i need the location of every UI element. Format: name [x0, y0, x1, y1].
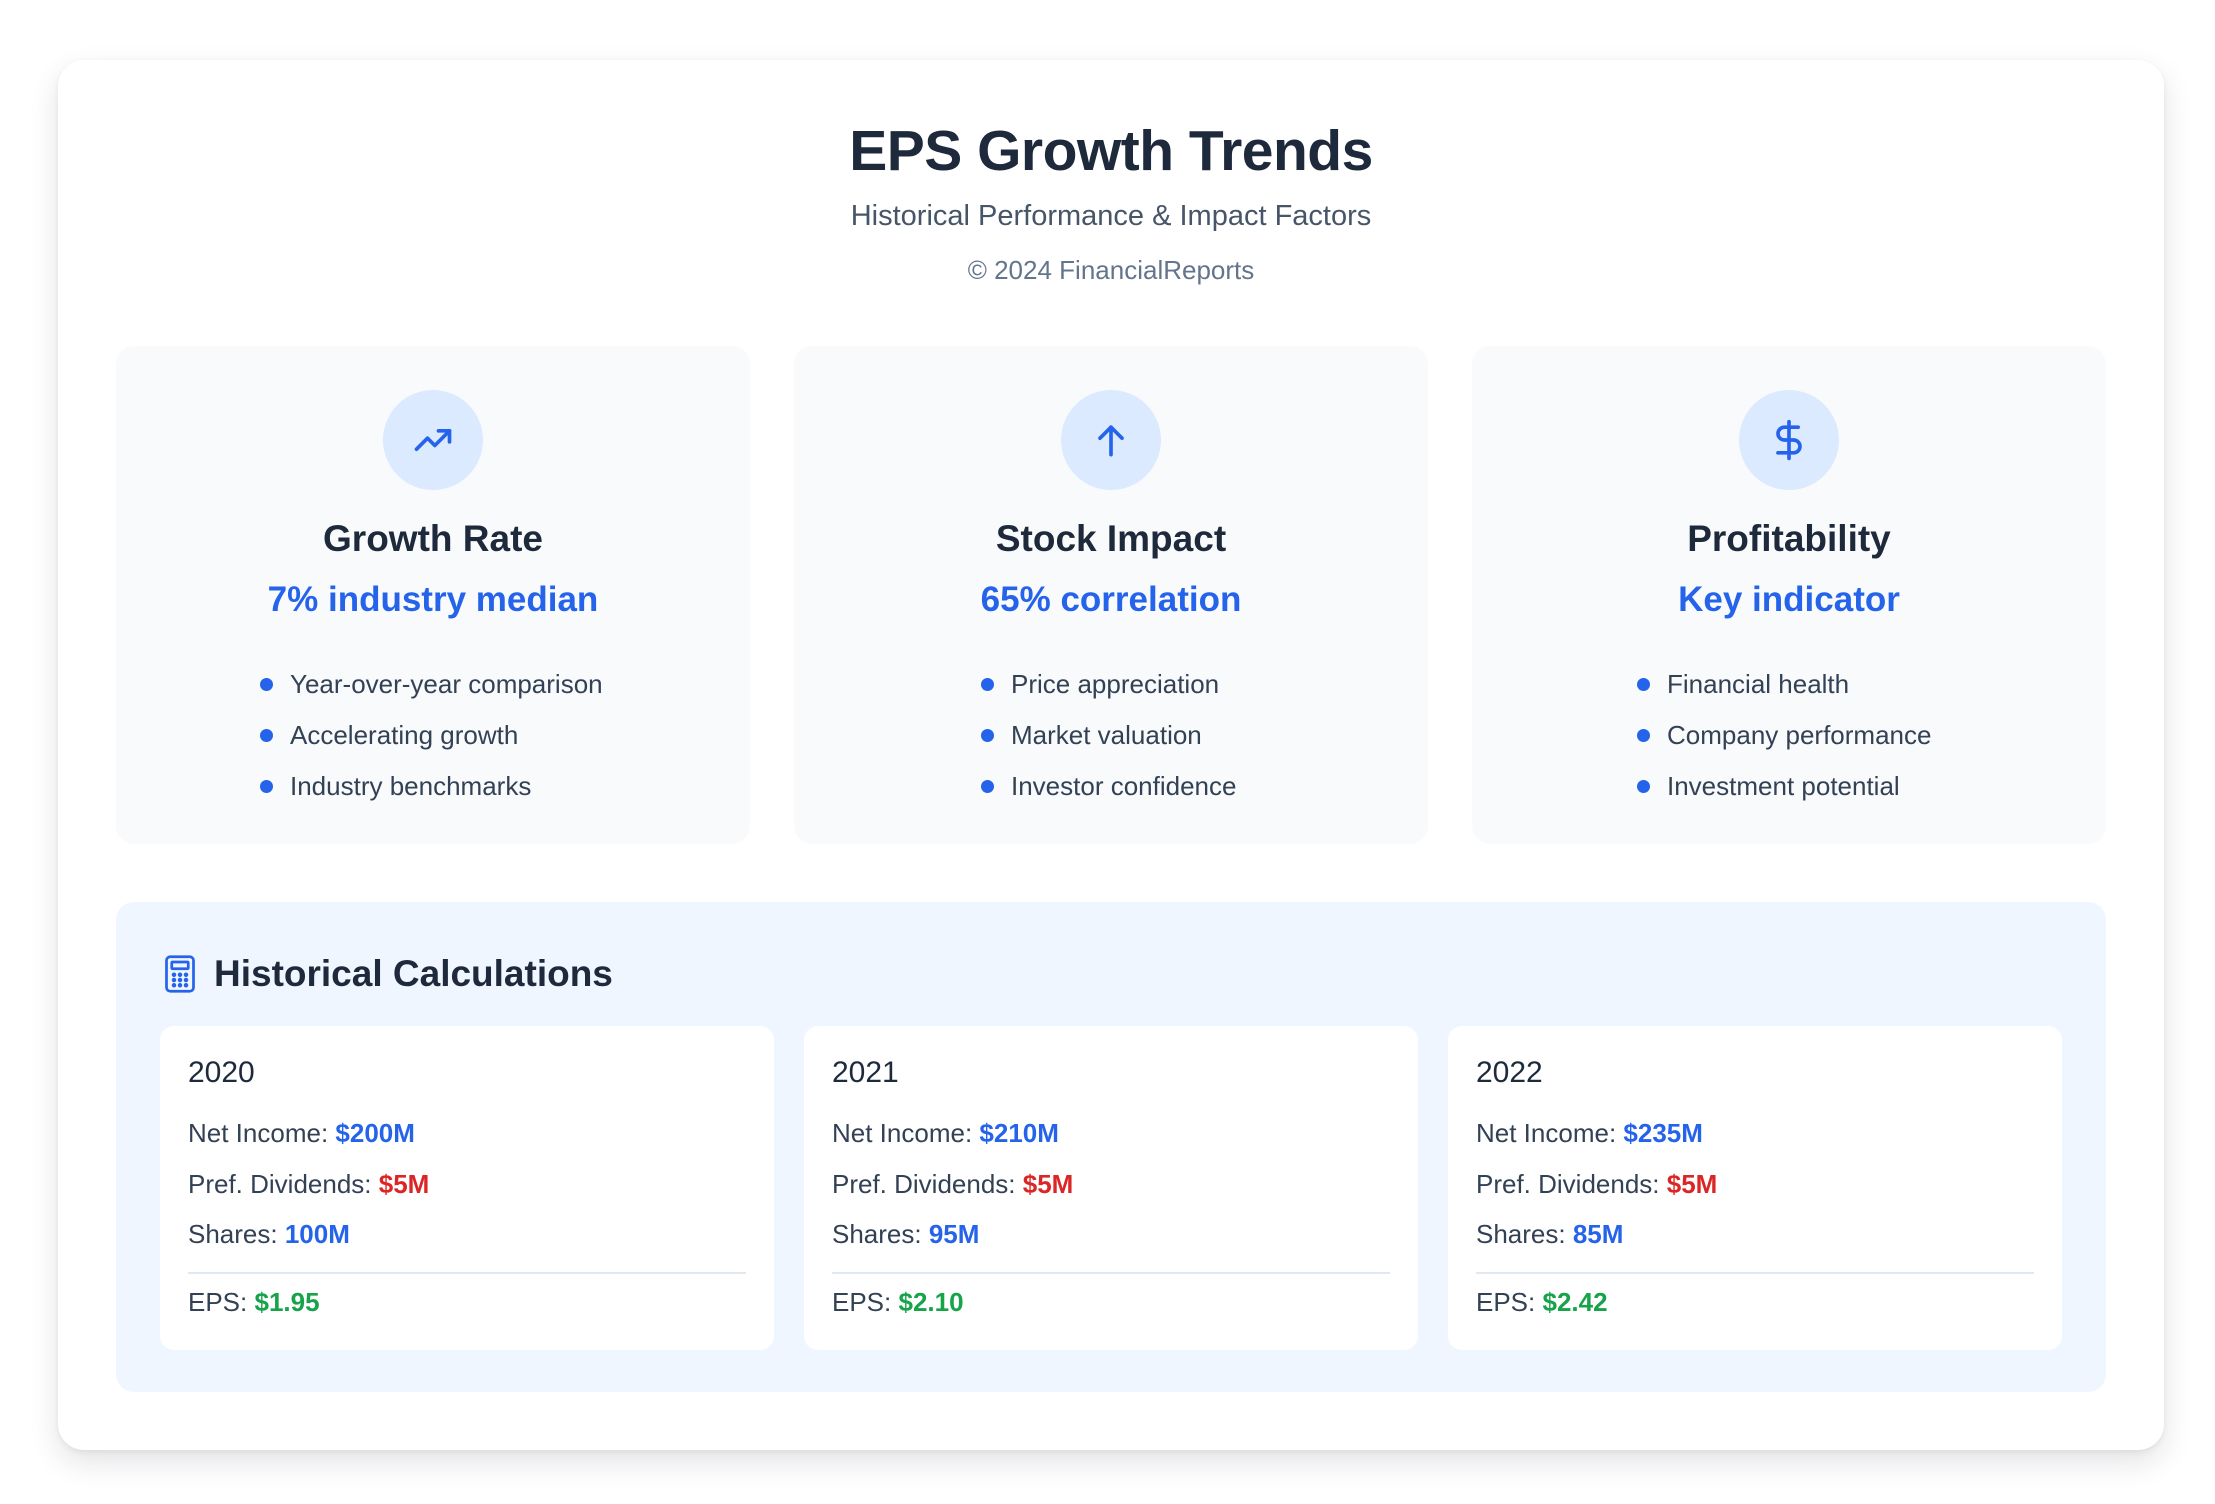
historical-calculations-panel: Historical Calculations 2020 Net Income:…: [116, 902, 2106, 1392]
eps-row: EPS: $2.42: [1476, 1287, 1608, 1318]
shares-value: 100M: [284, 1219, 350, 1249]
bullet-dot-icon: [981, 780, 994, 793]
bullet-dot-icon: [260, 729, 273, 742]
pref-dividends-row: Pref. Dividends: $5M: [188, 1169, 429, 1200]
row-label: EPS:: [1476, 1287, 1536, 1317]
divider: [188, 1272, 746, 1274]
card-stat: 65% correlation: [980, 580, 1242, 619]
card-bullet-list: Price appreciation Market valuation Inve…: [981, 666, 1236, 819]
list-item: Financial health: [1637, 666, 1931, 717]
list-item: Company performance: [1637, 717, 1931, 768]
year-card-2020: 2020 Net Income: $200M Pref. Dividends: …: [160, 1026, 774, 1350]
list-item-text: Year-over-year comparison: [290, 669, 603, 699]
bullet-dot-icon: [1637, 729, 1650, 742]
eps-row: EPS: $1.95: [188, 1287, 320, 1318]
page-title: EPS Growth Trends: [849, 119, 1373, 183]
year-label: 2021: [832, 1056, 899, 1089]
year-card-2022: 2022 Net Income: $235M Pref. Dividends: …: [1448, 1026, 2062, 1350]
metric-cards: Growth Rate 7% industry median Year-over…: [116, 346, 2106, 844]
card-bullet-list: Year-over-year comparison Accelerating g…: [260, 666, 603, 819]
list-item-text: Price appreciation: [1011, 669, 1220, 699]
card-title: Profitability: [1687, 518, 1891, 559]
section-header: Historical Calculations: [162, 952, 613, 996]
shares-row: Shares: 100M: [188, 1219, 350, 1250]
pref-dividends-row: Pref. Dividends: $5M: [832, 1169, 1073, 1200]
eps-value: $2.10: [898, 1287, 964, 1317]
list-item: Price appreciation: [981, 666, 1236, 717]
page-subtitle: Historical Performance & Impact Factors: [850, 200, 1372, 232]
shares-row: Shares: 95M: [832, 1219, 979, 1250]
row-label: Shares:: [188, 1219, 278, 1249]
eps-row: EPS: $2.10: [832, 1287, 964, 1318]
list-item-text: Investment potential: [1667, 771, 1900, 801]
card-bullet-list: Financial health Company performance Inv…: [1637, 666, 1931, 819]
section-title: Historical Calculations: [214, 953, 613, 994]
trending-up-icon: [383, 390, 483, 490]
net-income-row: Net Income: $235M: [1476, 1118, 1703, 1149]
year-label: 2022: [1476, 1056, 1543, 1089]
report-card: EPS Growth Trends Historical Performance…: [58, 60, 2164, 1450]
list-item-text: Investor confidence: [1011, 771, 1237, 801]
list-item: Investor confidence: [981, 768, 1236, 819]
shares-value: 95M: [928, 1219, 980, 1249]
pref-dividends-value: $5M: [1022, 1169, 1074, 1199]
net-income-value: $210M: [979, 1118, 1059, 1148]
row-label: Net Income:: [832, 1118, 973, 1148]
bullet-dot-icon: [260, 678, 273, 691]
list-item-text: Financial health: [1667, 669, 1850, 699]
row-label: Pref. Dividends:: [832, 1169, 1016, 1199]
card-stat: Key indicator: [1678, 580, 1900, 619]
list-item-text: Accelerating growth: [290, 720, 519, 750]
divider: [1476, 1272, 2034, 1274]
dollar-sign-icon: [1739, 390, 1839, 490]
net-income-row: Net Income: $210M: [832, 1118, 1059, 1149]
eps-value: $1.95: [254, 1287, 320, 1317]
list-item-text: Industry benchmarks: [290, 771, 532, 801]
bullet-dot-icon: [981, 729, 994, 742]
stock-impact-card: Stock Impact 65% correlation Price appre…: [794, 346, 1428, 844]
list-item: Year-over-year comparison: [260, 666, 603, 717]
list-item: Industry benchmarks: [260, 768, 603, 819]
row-label: Net Income:: [188, 1118, 329, 1148]
row-label: Pref. Dividends:: [1476, 1169, 1660, 1199]
net-income-value: $200M: [335, 1118, 415, 1148]
bullet-dot-icon: [1637, 780, 1650, 793]
arrow-up-icon: [1061, 390, 1161, 490]
row-label: Shares:: [1476, 1219, 1566, 1249]
row-label: Net Income:: [1476, 1118, 1617, 1148]
list-item: Investment potential: [1637, 768, 1931, 819]
row-label: EPS:: [832, 1287, 892, 1317]
pref-dividends-row: Pref. Dividends: $5M: [1476, 1169, 1717, 1200]
profitability-card: Profitability Key indicator Financial he…: [1472, 346, 2106, 844]
growth-rate-card: Growth Rate 7% industry median Year-over…: [116, 346, 750, 844]
net-income-value: $235M: [1623, 1118, 1703, 1148]
card-title: Growth Rate: [323, 518, 543, 559]
list-item-text: Market valuation: [1011, 720, 1202, 750]
row-label: Shares:: [832, 1219, 922, 1249]
list-item-text: Company performance: [1667, 720, 1932, 750]
pref-dividends-value: $5M: [1666, 1169, 1718, 1199]
calculator-icon: [165, 955, 195, 993]
copyright-text: © 2024 FinancialReports: [967, 255, 1255, 285]
net-income-row: Net Income: $200M: [188, 1118, 415, 1149]
row-label: Pref. Dividends:: [188, 1169, 372, 1199]
eps-value: $2.42: [1542, 1287, 1608, 1317]
card-stat: 7% industry median: [267, 580, 599, 619]
year-label: 2020: [188, 1056, 255, 1089]
bullet-dot-icon: [1637, 678, 1650, 691]
shares-value: 85M: [1572, 1219, 1624, 1249]
card-title: Stock Impact: [995, 518, 1227, 559]
bullet-dot-icon: [260, 780, 273, 793]
list-item: Accelerating growth: [260, 717, 603, 768]
row-label: EPS:: [188, 1287, 248, 1317]
list-item: Market valuation: [981, 717, 1236, 768]
shares-row: Shares: 85M: [1476, 1219, 1623, 1250]
pref-dividends-value: $5M: [378, 1169, 430, 1199]
year-card-2021: 2021 Net Income: $210M Pref. Dividends: …: [804, 1026, 1418, 1350]
divider: [832, 1272, 1390, 1274]
bullet-dot-icon: [981, 678, 994, 691]
